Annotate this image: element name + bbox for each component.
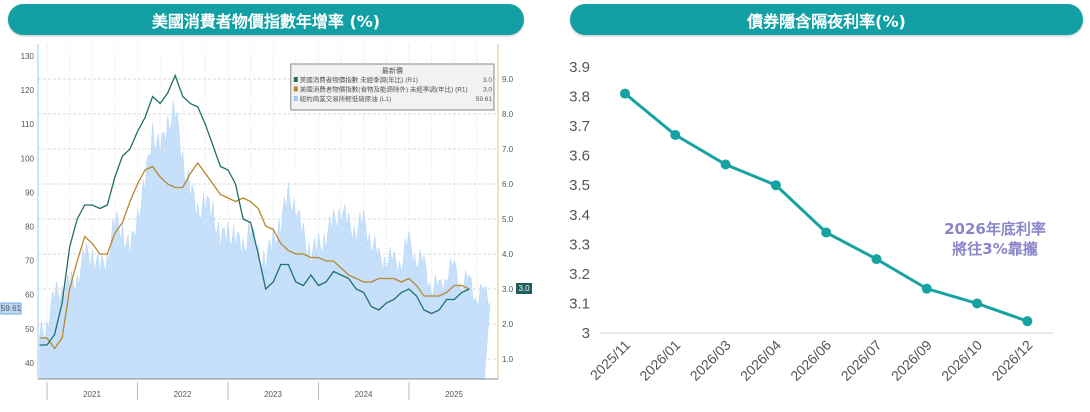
right-axis-tick-label: 4.0	[502, 250, 514, 259]
right-axis-tick-label: 1.0	[502, 355, 514, 364]
rate-point	[921, 283, 932, 294]
x-axis-tick-label: 2023	[264, 390, 282, 399]
right-axis-tick-label: 9.0	[502, 75, 514, 84]
x-axis-tick-label: 2026/07	[838, 337, 885, 384]
x-axis-tick-label: 2025/11	[587, 337, 634, 384]
y-axis-tick-label: 3.9	[569, 59, 590, 76]
rate-point	[1022, 316, 1033, 327]
x-axis-tick-label: 2026/03	[687, 337, 734, 384]
y-axis-tick-label: 3.4	[569, 207, 590, 224]
legend-series-name: 紐約商業交易所輕低硫原油 (L1)	[300, 94, 391, 103]
rate-point	[620, 88, 630, 99]
left-axis-tick-label: 100	[21, 154, 35, 163]
right-axis-tick-label: 8.0	[502, 110, 514, 119]
right-axis-tick-label: 7.0	[502, 145, 514, 154]
legend-latest-value: 59.61	[476, 96, 493, 103]
right-axis-tick-label: 3.0	[502, 285, 514, 294]
left-axis-tick-label: 50	[25, 325, 34, 334]
x-axis-tick-label: 2025	[445, 390, 463, 399]
left-axis-tick-label: 40	[25, 359, 34, 368]
y-axis-tick-label: 3	[582, 325, 590, 342]
left-value-tag	[0, 302, 22, 315]
cpi-line	[39, 73, 470, 346]
legend-swatch	[293, 77, 298, 82]
rate-line	[624, 92, 1028, 323]
rate-point	[871, 254, 882, 265]
cpi-chart: 1.0 2.0 3.0 4.0 5.0 6.0 7.0 8.0 9.0 40 50 60 70 80 90 1…	[0, 44, 532, 400]
legend-series-name: 美國消費者物價指數(食物及能源除外) 未經季調(年比) (R1)	[300, 85, 468, 94]
y-axis-tick-label: 3.7	[569, 118, 590, 135]
left-axis-tick-label: 130	[21, 52, 35, 61]
cpi-chart-title: 美國消費者物價指數年增率 (%)	[151, 11, 381, 31]
cpi-chart-header: 美國消費者物價指數年增率 (%)	[8, 4, 524, 35]
rate-point	[972, 298, 983, 309]
annotation-line-1: 2026年底利率	[944, 220, 1046, 238]
legend-swatch	[293, 96, 298, 101]
left-axis-tick-label: 70	[25, 257, 34, 266]
rate-chart-header: 債券隱含隔夜利率(%)	[570, 4, 1083, 35]
left-axis-tick-label: 90	[25, 188, 34, 197]
legend-header: 最新價	[382, 66, 403, 75]
x-axis-tick-label: 2021	[83, 390, 101, 399]
left-axis-tick-label: 120	[21, 86, 35, 95]
rate-point	[670, 129, 681, 140]
legend-box	[290, 63, 495, 111]
x-axis-tick-label: 2026/06	[787, 337, 834, 384]
y-axis-tick-label: 3.1	[569, 295, 590, 312]
y-axis-tick-label: 3.3	[569, 236, 590, 253]
left-value-tag-label: 59.61	[1, 304, 22, 313]
right-value-tag-label: 3.0	[518, 284, 530, 293]
legend-series-name: 美國消費者物價指數 未經季調(年比) (R1)	[300, 75, 418, 84]
x-axis-tick-label: 2026/04	[737, 337, 784, 384]
rate-chart-title: 債券隱含隔夜利率(%)	[747, 11, 906, 31]
rate-point	[720, 159, 731, 170]
left-axis-tick-label: 60	[25, 291, 34, 300]
left-axis-tick-label: 110	[21, 120, 34, 129]
legend-swatch	[293, 86, 298, 92]
x-axis-tick-label: 2026/10	[938, 337, 985, 384]
legend-latest-value: 3.0	[483, 77, 492, 84]
right-axis-tick-label: 6.0	[502, 180, 514, 189]
x-axis-tick-label: 2022	[174, 390, 192, 399]
y-axis-tick-label: 3.6	[569, 148, 590, 165]
y-axis-tick-label: 3.8	[569, 89, 590, 106]
right-axis-tick-label: 5.0	[502, 215, 514, 224]
annotation-line-2: 將往3%靠攏	[952, 240, 1037, 258]
left-axis-tick-label: 80	[25, 223, 34, 232]
y-axis-tick-label: 3.5	[569, 177, 590, 194]
x-axis-tick-label: 2026/01	[636, 337, 683, 384]
rate-point	[821, 227, 832, 238]
y-axis-tick-label: 3.2	[569, 266, 590, 283]
core-cpi-line	[39, 161, 470, 350]
x-axis-tick-label: 2026/12	[988, 337, 1035, 384]
rate-point	[770, 180, 781, 191]
x-axis-tick-label: 2024	[355, 390, 373, 399]
x-axis-tick-label: 2026/09	[888, 337, 935, 384]
right-value-tag	[516, 283, 532, 294]
legend-latest-value: 3.0	[483, 87, 492, 94]
right-axis-tick-label: 2.0	[502, 320, 514, 329]
